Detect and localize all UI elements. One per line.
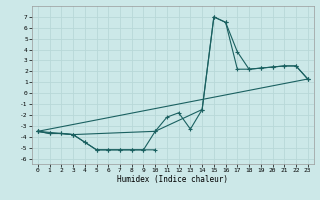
X-axis label: Humidex (Indice chaleur): Humidex (Indice chaleur) [117,175,228,184]
